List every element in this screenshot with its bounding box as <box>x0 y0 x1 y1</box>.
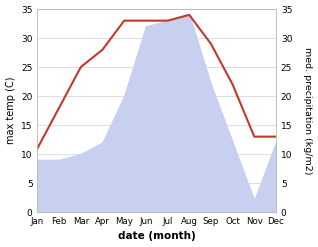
X-axis label: date (month): date (month) <box>118 231 196 242</box>
Y-axis label: med. precipitation (kg/m2): med. precipitation (kg/m2) <box>303 47 313 174</box>
Y-axis label: max temp (C): max temp (C) <box>5 77 16 144</box>
